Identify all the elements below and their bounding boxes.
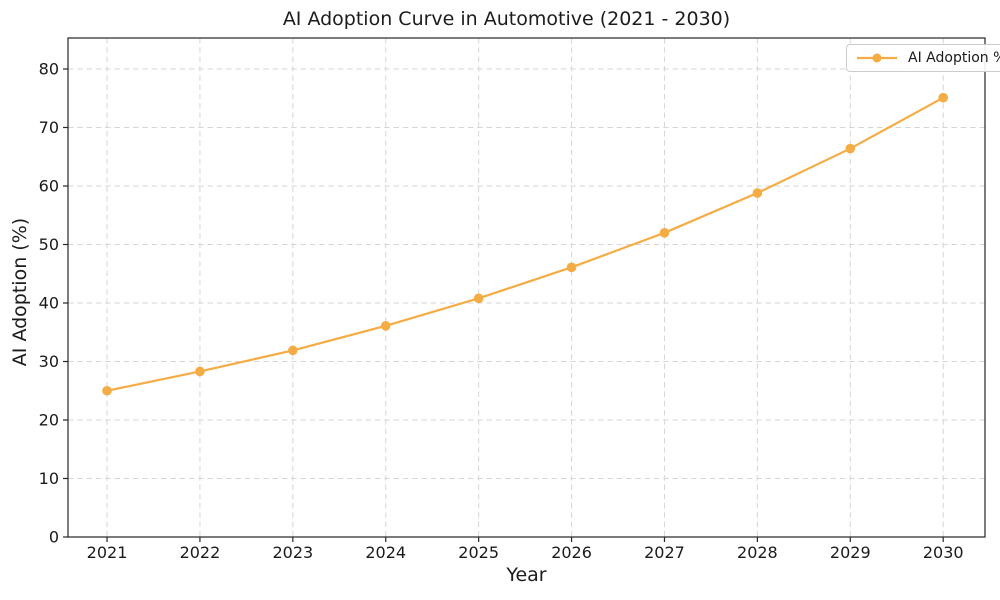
chart-title: AI Adoption Curve in Automotive (2021 - … bbox=[282, 8, 731, 30]
y-tick-label: 60 bbox=[39, 176, 59, 195]
x-tick-label: 2026 bbox=[551, 543, 592, 562]
y-tick-label: 50 bbox=[39, 235, 59, 254]
data-point-marker bbox=[566, 262, 577, 273]
data-point-marker bbox=[473, 293, 484, 304]
data-point-marker bbox=[380, 321, 391, 331]
data-point-marker bbox=[845, 143, 856, 154]
x-tick-label: 2025 bbox=[458, 543, 499, 562]
x-axis-label: Year bbox=[506, 564, 547, 586]
y-tick-label: 30 bbox=[39, 352, 59, 371]
legend-label: AI Adoption % bbox=[908, 50, 1000, 66]
data-point-marker bbox=[938, 92, 948, 103]
x-tick-label: 2023 bbox=[272, 543, 313, 562]
data-point-marker bbox=[659, 228, 670, 238]
x-tick-label: 2022 bbox=[180, 543, 221, 562]
axes-spines bbox=[67, 37, 986, 538]
y-tick-label: 20 bbox=[39, 410, 59, 429]
x-tick-label: 2021 bbox=[87, 543, 128, 562]
legend-marker-sample bbox=[872, 53, 882, 63]
legend: AI Adoption % bbox=[846, 44, 1000, 72]
y-tick-label: 80 bbox=[39, 59, 59, 78]
y-axis-label: AI Adoption (%) bbox=[9, 217, 31, 367]
x-tick-label: 2028 bbox=[737, 543, 778, 562]
y-tick-label: 10 bbox=[39, 469, 59, 488]
data-point-marker bbox=[195, 366, 205, 377]
x-tick-label: 2024 bbox=[365, 543, 406, 562]
x-tick-label: 2027 bbox=[644, 543, 685, 562]
y-tick-label: 0 bbox=[49, 527, 59, 546]
data-point-marker bbox=[752, 188, 763, 198]
y-tick-label: 40 bbox=[39, 293, 59, 312]
data-point-marker bbox=[288, 345, 298, 356]
y-tick-label: 70 bbox=[39, 118, 59, 137]
series-line bbox=[105, 96, 945, 392]
x-tick-label: 2029 bbox=[830, 543, 871, 562]
legend-line-marker-icon bbox=[857, 53, 897, 63]
data-point-marker bbox=[102, 385, 112, 396]
x-tick-label: 2030 bbox=[923, 543, 964, 562]
